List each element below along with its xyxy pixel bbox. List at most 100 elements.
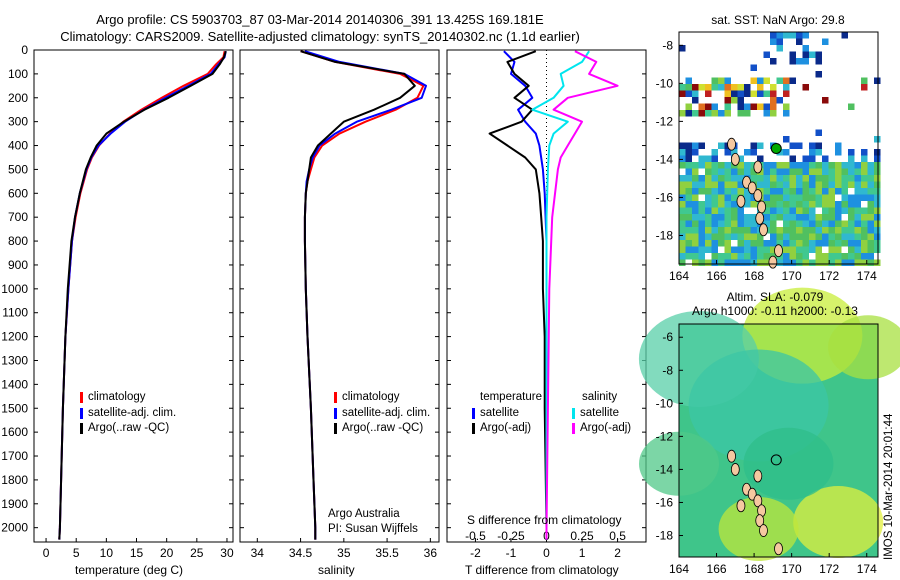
sst-cell [770, 220, 777, 227]
sst-cell [731, 233, 738, 240]
satellite-swatch [334, 407, 337, 419]
x-tick-label: 1 [579, 546, 586, 560]
sst-cell [731, 90, 738, 97]
sst-cell [867, 168, 874, 175]
sst-cell [698, 175, 705, 182]
sst-cell [705, 246, 712, 253]
sst-cell [763, 259, 770, 266]
sst-cell [718, 227, 725, 234]
sst-cell [783, 207, 790, 214]
lat-tick-label: -10 [656, 76, 674, 90]
sst-cell [679, 175, 686, 182]
sst-cell [718, 233, 725, 240]
sst-cell [705, 162, 712, 169]
sst-cell [744, 168, 751, 175]
sst-cell [692, 84, 699, 91]
x-tick-label: 35 [337, 546, 351, 560]
lat-tick-label: -8 [662, 363, 673, 377]
sst-cell [802, 207, 809, 214]
sst-cell [685, 110, 692, 117]
sst-cell [718, 207, 725, 214]
sst-cell [750, 77, 757, 84]
sst-cell [789, 32, 796, 39]
timestamp: IMOS 10-Mar-2014 20:01:44 [883, 413, 895, 560]
sst-cell [757, 181, 764, 188]
sst-cell [692, 246, 699, 253]
sst-cell [692, 259, 699, 266]
y-tick-label: 900 [8, 258, 28, 272]
sst-cell [822, 175, 829, 182]
sst-cell [796, 58, 803, 65]
sst-cell [711, 214, 718, 221]
sst-cell [757, 233, 764, 240]
sst-cell [828, 168, 835, 175]
sst-cell [796, 207, 803, 214]
sst-cell [685, 155, 692, 162]
sst-cell [796, 175, 803, 182]
sst-cell [685, 240, 692, 247]
sst-cell [848, 259, 855, 266]
sst-cell [874, 175, 881, 182]
sst-cell [783, 168, 790, 175]
sst-cell [685, 90, 692, 97]
sst-cell [776, 207, 783, 214]
y-tick-label: 200 [8, 91, 28, 105]
lat-tick-label: -18 [656, 529, 674, 543]
sst-cell [861, 84, 868, 91]
sst-cell [737, 110, 744, 117]
sst-cell [724, 214, 731, 221]
sst-cell [854, 162, 861, 169]
sst-cell [815, 58, 822, 65]
sst-cell [698, 201, 705, 208]
sst-cell [770, 162, 777, 169]
sst-cell [757, 246, 764, 253]
satellite-swatch [80, 407, 83, 419]
sst-cell [718, 110, 725, 117]
sst-cell [828, 201, 835, 208]
sst-cell [679, 207, 686, 214]
series-line [545, 50, 619, 540]
island [753, 189, 763, 202]
sst-cell [685, 149, 692, 156]
sst-cell [835, 201, 842, 208]
sst-cell [796, 214, 803, 221]
sst-cell [724, 168, 731, 175]
sst-cell [848, 168, 855, 175]
x-tick-label: 25 [190, 546, 204, 560]
sst-cell [783, 162, 790, 169]
t-argo-swatch [472, 423, 475, 435]
sst-cell [698, 84, 705, 91]
sst-cell [822, 97, 829, 104]
plot-frame [33, 49, 234, 543]
sst-cell [789, 201, 796, 208]
sst-cell [854, 233, 861, 240]
sst-cell [809, 142, 816, 149]
sst-cell [692, 201, 699, 208]
sst-cell [854, 188, 861, 195]
sst-cell [724, 77, 731, 84]
sst-cell [802, 259, 809, 266]
y-tick-label: 700 [8, 210, 28, 224]
sst-cell [848, 220, 855, 227]
sst-cell [776, 194, 783, 201]
sst-cell [809, 181, 816, 188]
sst-cell [737, 97, 744, 104]
sst-cell [711, 181, 718, 188]
sst-cell [698, 220, 705, 227]
sst-cell [848, 240, 855, 247]
sst-cell [802, 233, 809, 240]
sst-cell [679, 181, 686, 188]
sst-cell [874, 201, 881, 208]
lon-tick-label: 174 [857, 562, 877, 576]
sst-cell [841, 220, 848, 227]
y-tick-label: 800 [8, 234, 28, 248]
x-tick-label: 30 [220, 546, 234, 560]
sst-cell [731, 214, 738, 221]
sst-cell [731, 201, 738, 208]
sst-cell [796, 194, 803, 201]
lon-tick-label: 166 [707, 562, 727, 576]
legend-climatology: climatology [88, 391, 146, 403]
sst-cell [796, 32, 803, 39]
sst-cell [796, 246, 803, 253]
